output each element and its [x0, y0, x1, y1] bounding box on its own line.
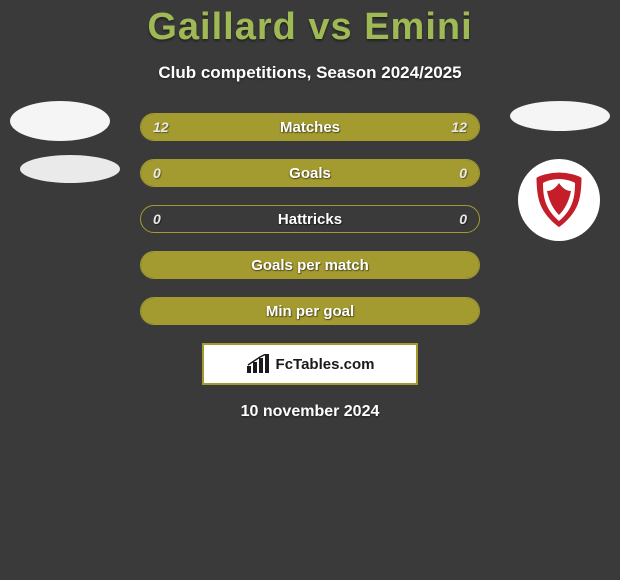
- bars-icon: [246, 354, 272, 374]
- stat-row-matches: 12 Matches 12: [140, 113, 480, 141]
- stat-row-goals: 0 Goals 0: [140, 159, 480, 187]
- date-text: 10 november 2024: [0, 403, 620, 421]
- stat-label: Goals per match: [141, 252, 479, 278]
- stat-label: Min per goal: [141, 298, 479, 324]
- stat-row-hattricks: 0 Hattricks 0: [140, 205, 480, 233]
- brand-name: FcTables.com: [276, 356, 375, 373]
- stat-row-goals-per-match: Goals per match: [140, 251, 480, 279]
- comparison-content: 12 Matches 12 0 Goals 0 0 Hattricks 0 Go…: [0, 113, 620, 421]
- stat-label: Goals: [141, 160, 479, 186]
- stat-value-right: 12: [451, 114, 467, 140]
- avatar-left-placeholder-2: [20, 155, 120, 183]
- stat-label: Matches: [141, 114, 479, 140]
- page-subtitle: Club competitions, Season 2024/2025: [0, 63, 620, 83]
- shield-icon: [531, 169, 587, 231]
- stat-label: Hattricks: [141, 206, 479, 232]
- stat-value-right: 0: [459, 206, 467, 232]
- club-logo-right: [518, 159, 600, 241]
- brand-box[interactable]: FcTables.com: [202, 343, 418, 385]
- stat-value-right: 0: [459, 160, 467, 186]
- avatar-right-placeholder: [510, 101, 610, 131]
- stats-rows: 12 Matches 12 0 Goals 0 0 Hattricks 0 Go…: [140, 113, 480, 325]
- page-title: Gaillard vs Emini: [0, 0, 620, 49]
- stat-row-min-per-goal: Min per goal: [140, 297, 480, 325]
- avatar-left-placeholder: [10, 101, 110, 141]
